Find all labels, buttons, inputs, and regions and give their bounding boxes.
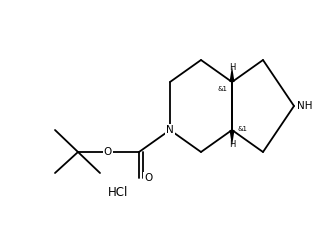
Text: N: N [166, 125, 174, 135]
Polygon shape [229, 130, 234, 146]
Text: H: H [229, 140, 235, 149]
Polygon shape [229, 66, 234, 82]
Text: H: H [229, 63, 235, 72]
Text: &1: &1 [237, 126, 247, 132]
Text: O: O [104, 147, 112, 157]
Text: NH: NH [297, 101, 312, 111]
Text: O: O [144, 173, 152, 183]
Text: HCl: HCl [108, 185, 128, 198]
Text: &1: &1 [218, 86, 228, 92]
